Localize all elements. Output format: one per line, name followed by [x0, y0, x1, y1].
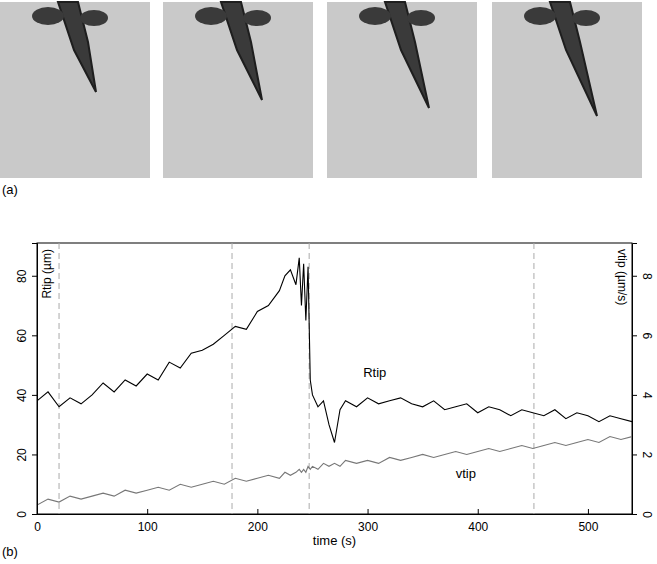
photo-background — [492, 2, 642, 178]
tick-mark — [632, 514, 637, 515]
figure: (a) Rtip vtip 0 100 200 300 400 500 0 20 40 60 80 0 2 4 6… — [0, 0, 657, 564]
plot-frame — [37, 243, 632, 514]
y-axis-title: Rtip (µm) — [40, 249, 54, 299]
plot-area — [37, 243, 632, 514]
tick: 60 — [15, 329, 37, 343]
series-label: vtip — [456, 466, 476, 481]
tick-label: 0 — [640, 511, 654, 518]
tick-mark — [32, 514, 37, 515]
tick-label: 6 — [640, 332, 654, 339]
tick-mark — [632, 335, 637, 336]
tick: 100 — [138, 509, 158, 534]
tick-label: 8 — [640, 273, 654, 280]
crystal-branch — [359, 7, 391, 25]
y2-axis: 0 2 4 6 8 — [632, 244, 654, 519]
marker-line — [232, 243, 233, 514]
tick-mark — [147, 509, 148, 514]
x-axis-title: time (s) — [313, 533, 356, 548]
tick-mark — [632, 395, 637, 396]
tick-mark — [32, 395, 37, 396]
tick-label: 0 — [34, 520, 41, 534]
photo — [327, 2, 477, 178]
photo — [163, 2, 313, 178]
axis-line — [32, 244, 38, 515]
tick: 0 — [632, 511, 654, 518]
x-axis: 0 100 200 300 400 500 — [34, 509, 632, 534]
tick: 40 — [15, 388, 37, 402]
tick-label: 20 — [15, 448, 29, 462]
tick-mark — [478, 509, 479, 514]
axis-line — [38, 509, 633, 515]
series-label: Rtip — [363, 365, 386, 380]
tick-mark — [588, 509, 589, 514]
tick: 400 — [468, 509, 488, 534]
tick-mark — [32, 454, 37, 455]
tick-label: 200 — [248, 520, 268, 534]
tick-label: 300 — [358, 520, 378, 534]
tick-label: 400 — [468, 520, 488, 534]
y-axis: 0 20 40 60 80 — [15, 244, 38, 518]
tick-label: 40 — [15, 388, 29, 402]
photo-background — [163, 2, 313, 178]
tick-label: 2 — [640, 452, 654, 459]
tick: 20 — [15, 448, 37, 462]
tick-mark — [257, 509, 258, 514]
crystal-branch — [195, 7, 227, 25]
crystal-branch — [407, 10, 435, 26]
photo — [0, 2, 150, 178]
tick-mark — [368, 509, 369, 514]
tick: 200 — [248, 509, 268, 534]
crystal-branch — [32, 7, 64, 25]
crystal-branch — [572, 10, 600, 26]
tick-label: 500 — [578, 520, 598, 534]
marker-line — [59, 243, 60, 514]
tick: 6 — [632, 332, 654, 339]
series-line — [37, 437, 632, 505]
photo — [492, 2, 642, 178]
tick: 2 — [632, 452, 654, 459]
crystal-branch — [80, 10, 108, 26]
tick-mark — [32, 276, 37, 277]
tick: 300 — [358, 509, 378, 534]
panel-label: (b) — [2, 544, 18, 559]
y2-axis-title: vtip (µm/s) — [615, 249, 629, 305]
tick-label: 60 — [15, 329, 29, 343]
tick: 8 — [632, 273, 654, 280]
tick-mark — [32, 335, 37, 336]
crystal-branch — [524, 7, 556, 25]
tick: 0 — [15, 511, 37, 518]
tick-label: 80 — [15, 269, 29, 283]
photo-background — [327, 2, 477, 178]
photo-background — [0, 2, 150, 178]
marker-line — [533, 243, 534, 514]
tick-mark — [632, 454, 637, 455]
tick-label: 0 — [15, 511, 29, 518]
tick: 500 — [578, 509, 598, 534]
tick-label: 100 — [138, 520, 158, 534]
tick-label: 4 — [640, 392, 654, 399]
crystal-branch — [243, 10, 271, 26]
tick-mark — [632, 276, 637, 277]
panel-a — [0, 2, 642, 178]
tick: 80 — [15, 269, 37, 283]
series-line — [37, 258, 632, 443]
axis-line — [633, 244, 638, 515]
panel-label: (a) — [2, 182, 18, 197]
tick: 4 — [632, 392, 654, 399]
